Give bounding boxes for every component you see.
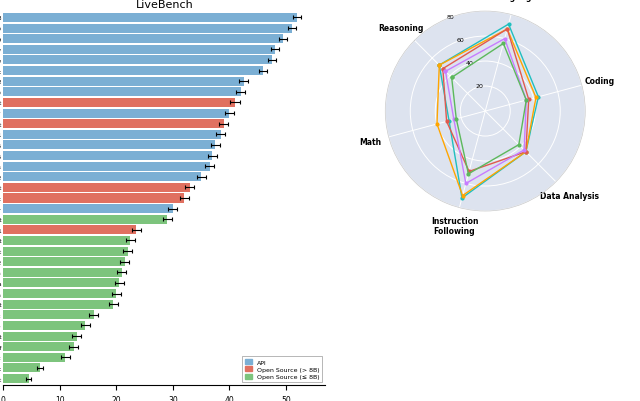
Bar xyxy=(3,310,93,320)
Bar xyxy=(3,46,275,55)
Bar xyxy=(3,162,209,171)
Bar xyxy=(3,35,283,44)
Bar xyxy=(3,236,131,245)
Bar xyxy=(3,257,125,267)
Bar xyxy=(3,88,241,97)
Bar xyxy=(3,67,263,76)
Legend: API, Open Source (> 8B), Open Source (≤ 8B): API, Open Source (> 8B), Open Source (≤ … xyxy=(242,356,323,382)
Bar xyxy=(3,194,184,203)
Title: LiveBench: LiveBench xyxy=(136,0,193,10)
Bar xyxy=(3,300,113,309)
Bar xyxy=(3,77,243,87)
Bar xyxy=(3,99,235,107)
Bar xyxy=(3,226,136,235)
Bar xyxy=(3,205,173,214)
Bar xyxy=(3,56,272,65)
Bar xyxy=(3,183,190,192)
Bar xyxy=(3,374,29,383)
Bar xyxy=(3,353,65,362)
Bar xyxy=(3,173,201,182)
Bar xyxy=(3,363,40,373)
Bar xyxy=(3,268,122,277)
Bar xyxy=(3,321,85,330)
Bar xyxy=(3,290,116,298)
Bar xyxy=(3,109,229,118)
Bar xyxy=(3,247,127,256)
Bar xyxy=(3,14,297,23)
Legend: gpt-4o-2024-05-13, gpt-4-turbo-2024-04-09, claude-3-opus-20240229, gemini-1.5-pr: gpt-4o-2024-05-13, gpt-4-turbo-2024-04-0… xyxy=(351,207,474,276)
Bar xyxy=(3,24,292,34)
Bar xyxy=(3,152,212,161)
Bar xyxy=(3,120,224,129)
Bar xyxy=(3,141,215,150)
Bar xyxy=(3,342,74,351)
Bar xyxy=(3,332,77,341)
Bar xyxy=(3,215,167,224)
Bar xyxy=(3,279,119,288)
Bar xyxy=(3,130,221,140)
